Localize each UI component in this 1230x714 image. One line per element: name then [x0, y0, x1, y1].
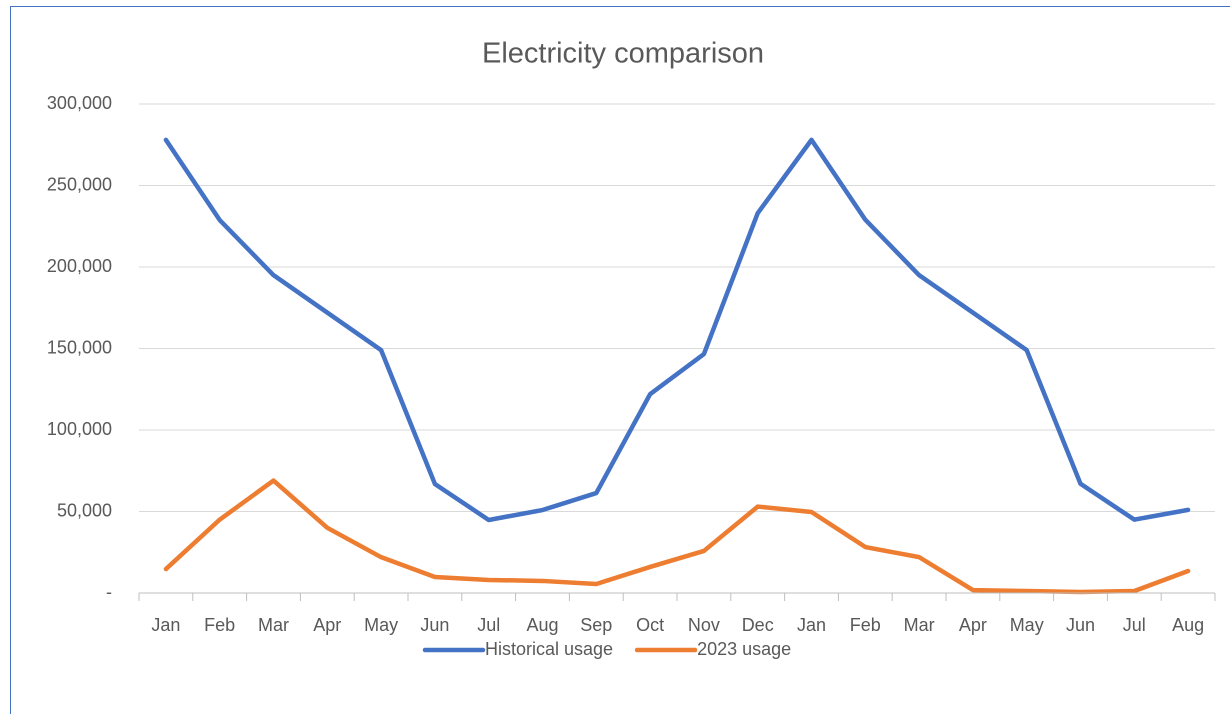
series-line [163, 137, 1191, 523]
x-tick-label: Feb [850, 615, 881, 635]
x-tick-label: Aug [526, 615, 558, 635]
x-tick-label: Jan [151, 615, 180, 635]
y-tick-label: 300,000 [47, 93, 112, 113]
x-tick-label: May [1010, 615, 1044, 635]
x-tick-label: Mar [258, 615, 289, 635]
x-tick-label: Dec [742, 615, 774, 635]
y-tick-label: 100,000 [47, 419, 112, 439]
x-tick-label: Oct [636, 615, 664, 635]
x-tick-label: Feb [204, 615, 235, 635]
x-tick-label: May [364, 615, 398, 635]
y-tick-label: 150,000 [47, 337, 112, 357]
x-tick-label: Jan [797, 615, 826, 635]
chart-frame [10, 6, 1230, 714]
x-tick-label: Jun [420, 615, 449, 635]
x-tick-label: Jul [477, 615, 500, 635]
legend-label: Historical usage [485, 639, 613, 659]
x-tick-label: Jun [1066, 615, 1095, 635]
chart-title: Electricity comparison [482, 38, 764, 70]
x-tick-label: Nov [688, 615, 720, 635]
series-line [163, 478, 1191, 595]
y-tick-label: 50,000 [57, 500, 112, 520]
y-tick-label: 250,000 [47, 174, 112, 194]
x-tick-label: Aug [1172, 615, 1204, 635]
y-tick-label: - [106, 582, 112, 602]
legend-label: 2023 usage [697, 639, 791, 659]
x-tick-label: Jul [1123, 615, 1146, 635]
x-tick-label: Mar [904, 615, 935, 635]
y-tick-label: 200,000 [47, 256, 112, 276]
x-tick-label: Apr [313, 615, 341, 635]
x-tick-label: Sep [580, 615, 612, 635]
x-tick-label: Apr [959, 615, 987, 635]
